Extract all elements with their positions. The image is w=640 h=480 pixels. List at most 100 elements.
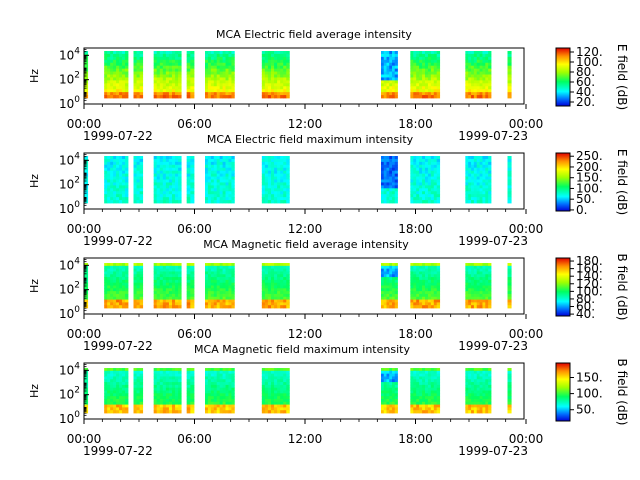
spectrogram-cell [172, 291, 176, 295]
spectrogram-cell [479, 285, 483, 289]
spectrogram-cell [386, 279, 390, 284]
spectrogram-cell [165, 265, 170, 270]
spectrogram-cell [430, 95, 435, 99]
spectrogram-cell [413, 387, 417, 391]
spectrogram-cell [156, 194, 161, 198]
spectrogram-cell [84, 161, 89, 166]
spectrogram-cell [216, 274, 221, 278]
spectrogram-cell [216, 74, 221, 78]
spectrogram-cell [473, 179, 478, 183]
spectrogram-cell [271, 407, 275, 411]
spectrogram-cell [274, 53, 278, 58]
spectrogram-cell [153, 59, 158, 64]
spectrogram-cell [482, 265, 486, 270]
spectrogram-cell [107, 170, 111, 175]
spectrogram-cell [122, 305, 126, 309]
spectrogram-cell [104, 277, 108, 281]
spectrogram-cell [465, 299, 469, 303]
spectrogram-cell [159, 197, 164, 201]
x-tick-label: 12:00 [288, 432, 323, 446]
spectrogram-cell [482, 368, 486, 372]
spectrogram-cell [507, 293, 512, 298]
spectrogram-cell [488, 376, 492, 380]
spectrogram-cell [172, 279, 176, 284]
spectrogram-cell [159, 305, 164, 309]
spectrogram-cell [222, 285, 226, 289]
spectrogram-cell [488, 368, 492, 372]
spectrogram-cell [465, 182, 469, 186]
spectrogram-cell [136, 80, 141, 84]
spectrogram-cell [436, 382, 441, 386]
spectrogram-cell [125, 299, 129, 303]
spectrogram-cell [410, 158, 414, 163]
spectrogram-cell [436, 156, 441, 160]
spectrogram-cell [267, 182, 272, 186]
spectrogram-cell [264, 410, 269, 414]
spectrogram-cell [286, 401, 290, 405]
spectrogram-cell [207, 179, 212, 183]
spectrogram-cell [219, 188, 223, 192]
spectrogram-cell [210, 71, 215, 75]
spectrogram-cell [175, 376, 179, 380]
spectrogram-cell [476, 293, 480, 298]
colorbar-tick-label: 100. [576, 387, 603, 401]
spectrogram-cell [283, 92, 287, 96]
spectrogram-cell [271, 182, 275, 186]
spectrogram-cell [219, 382, 223, 386]
spectrogram-cell [264, 288, 269, 292]
spectrogram-cell [122, 390, 126, 394]
spectrogram-cell [465, 164, 469, 169]
spectrogram-cell [264, 404, 269, 408]
spectrogram-cell [113, 285, 117, 289]
spectrogram-cell [156, 164, 161, 169]
spectrogram-cell [419, 396, 423, 400]
spectrogram-cell [159, 407, 164, 411]
spectrogram-cell [228, 410, 232, 414]
spectrogram-cell [277, 194, 281, 198]
spectrogram-cell [392, 161, 396, 166]
spectrogram-cell [133, 384, 137, 389]
spectrogram-cell [430, 89, 435, 93]
y-tick-base: 10 [59, 363, 74, 377]
spectrogram-cell [468, 288, 472, 292]
spectrogram-cell [222, 173, 226, 177]
y-axis-label: Hz [28, 279, 41, 293]
spectrogram-cell [175, 51, 179, 55]
spectrogram-cell [410, 288, 414, 292]
spectrogram-cell [425, 396, 429, 400]
spectrogram-cell [267, 185, 272, 189]
spectrogram-cell [485, 71, 489, 75]
spectrogram-cell [110, 376, 114, 380]
spectrogram-cell [286, 382, 290, 386]
spectrogram-cell [482, 407, 486, 411]
spectrogram-cell [207, 387, 212, 391]
spectrogram-cell [219, 161, 223, 166]
spectrogram-cell [231, 89, 235, 93]
spectrogram-cell [159, 401, 164, 405]
spectrogram-cell [261, 373, 266, 377]
spectrogram-cell [228, 376, 232, 380]
spectrogram-cell [172, 59, 176, 64]
spectrogram-cell [436, 305, 441, 309]
spectrogram-cell [471, 396, 475, 400]
spectrogram-cell [122, 164, 126, 169]
spectrogram-cell [113, 53, 117, 58]
spectrogram-cell [410, 65, 414, 70]
spectrogram-cell [280, 302, 284, 306]
spectrogram-cell [225, 194, 229, 198]
x-date-label: 1999-07-22 [83, 339, 153, 353]
spectrogram-cell [153, 194, 158, 198]
spectrogram-cell [383, 396, 387, 400]
spectrogram-cell [136, 379, 141, 383]
spectrogram-cell [172, 373, 176, 377]
spectrogram-cell [213, 285, 218, 289]
spectrogram-cell [231, 370, 235, 375]
spectrogram-cell [110, 92, 114, 96]
spectrogram-cell [222, 197, 226, 201]
spectrogram-cell [430, 62, 435, 67]
spectrogram-cell [473, 398, 478, 403]
spectrogram-cell [159, 161, 164, 166]
spectrogram-cell [389, 65, 393, 70]
spectrogram-cell [210, 197, 215, 201]
spectrogram-cell [277, 282, 281, 286]
